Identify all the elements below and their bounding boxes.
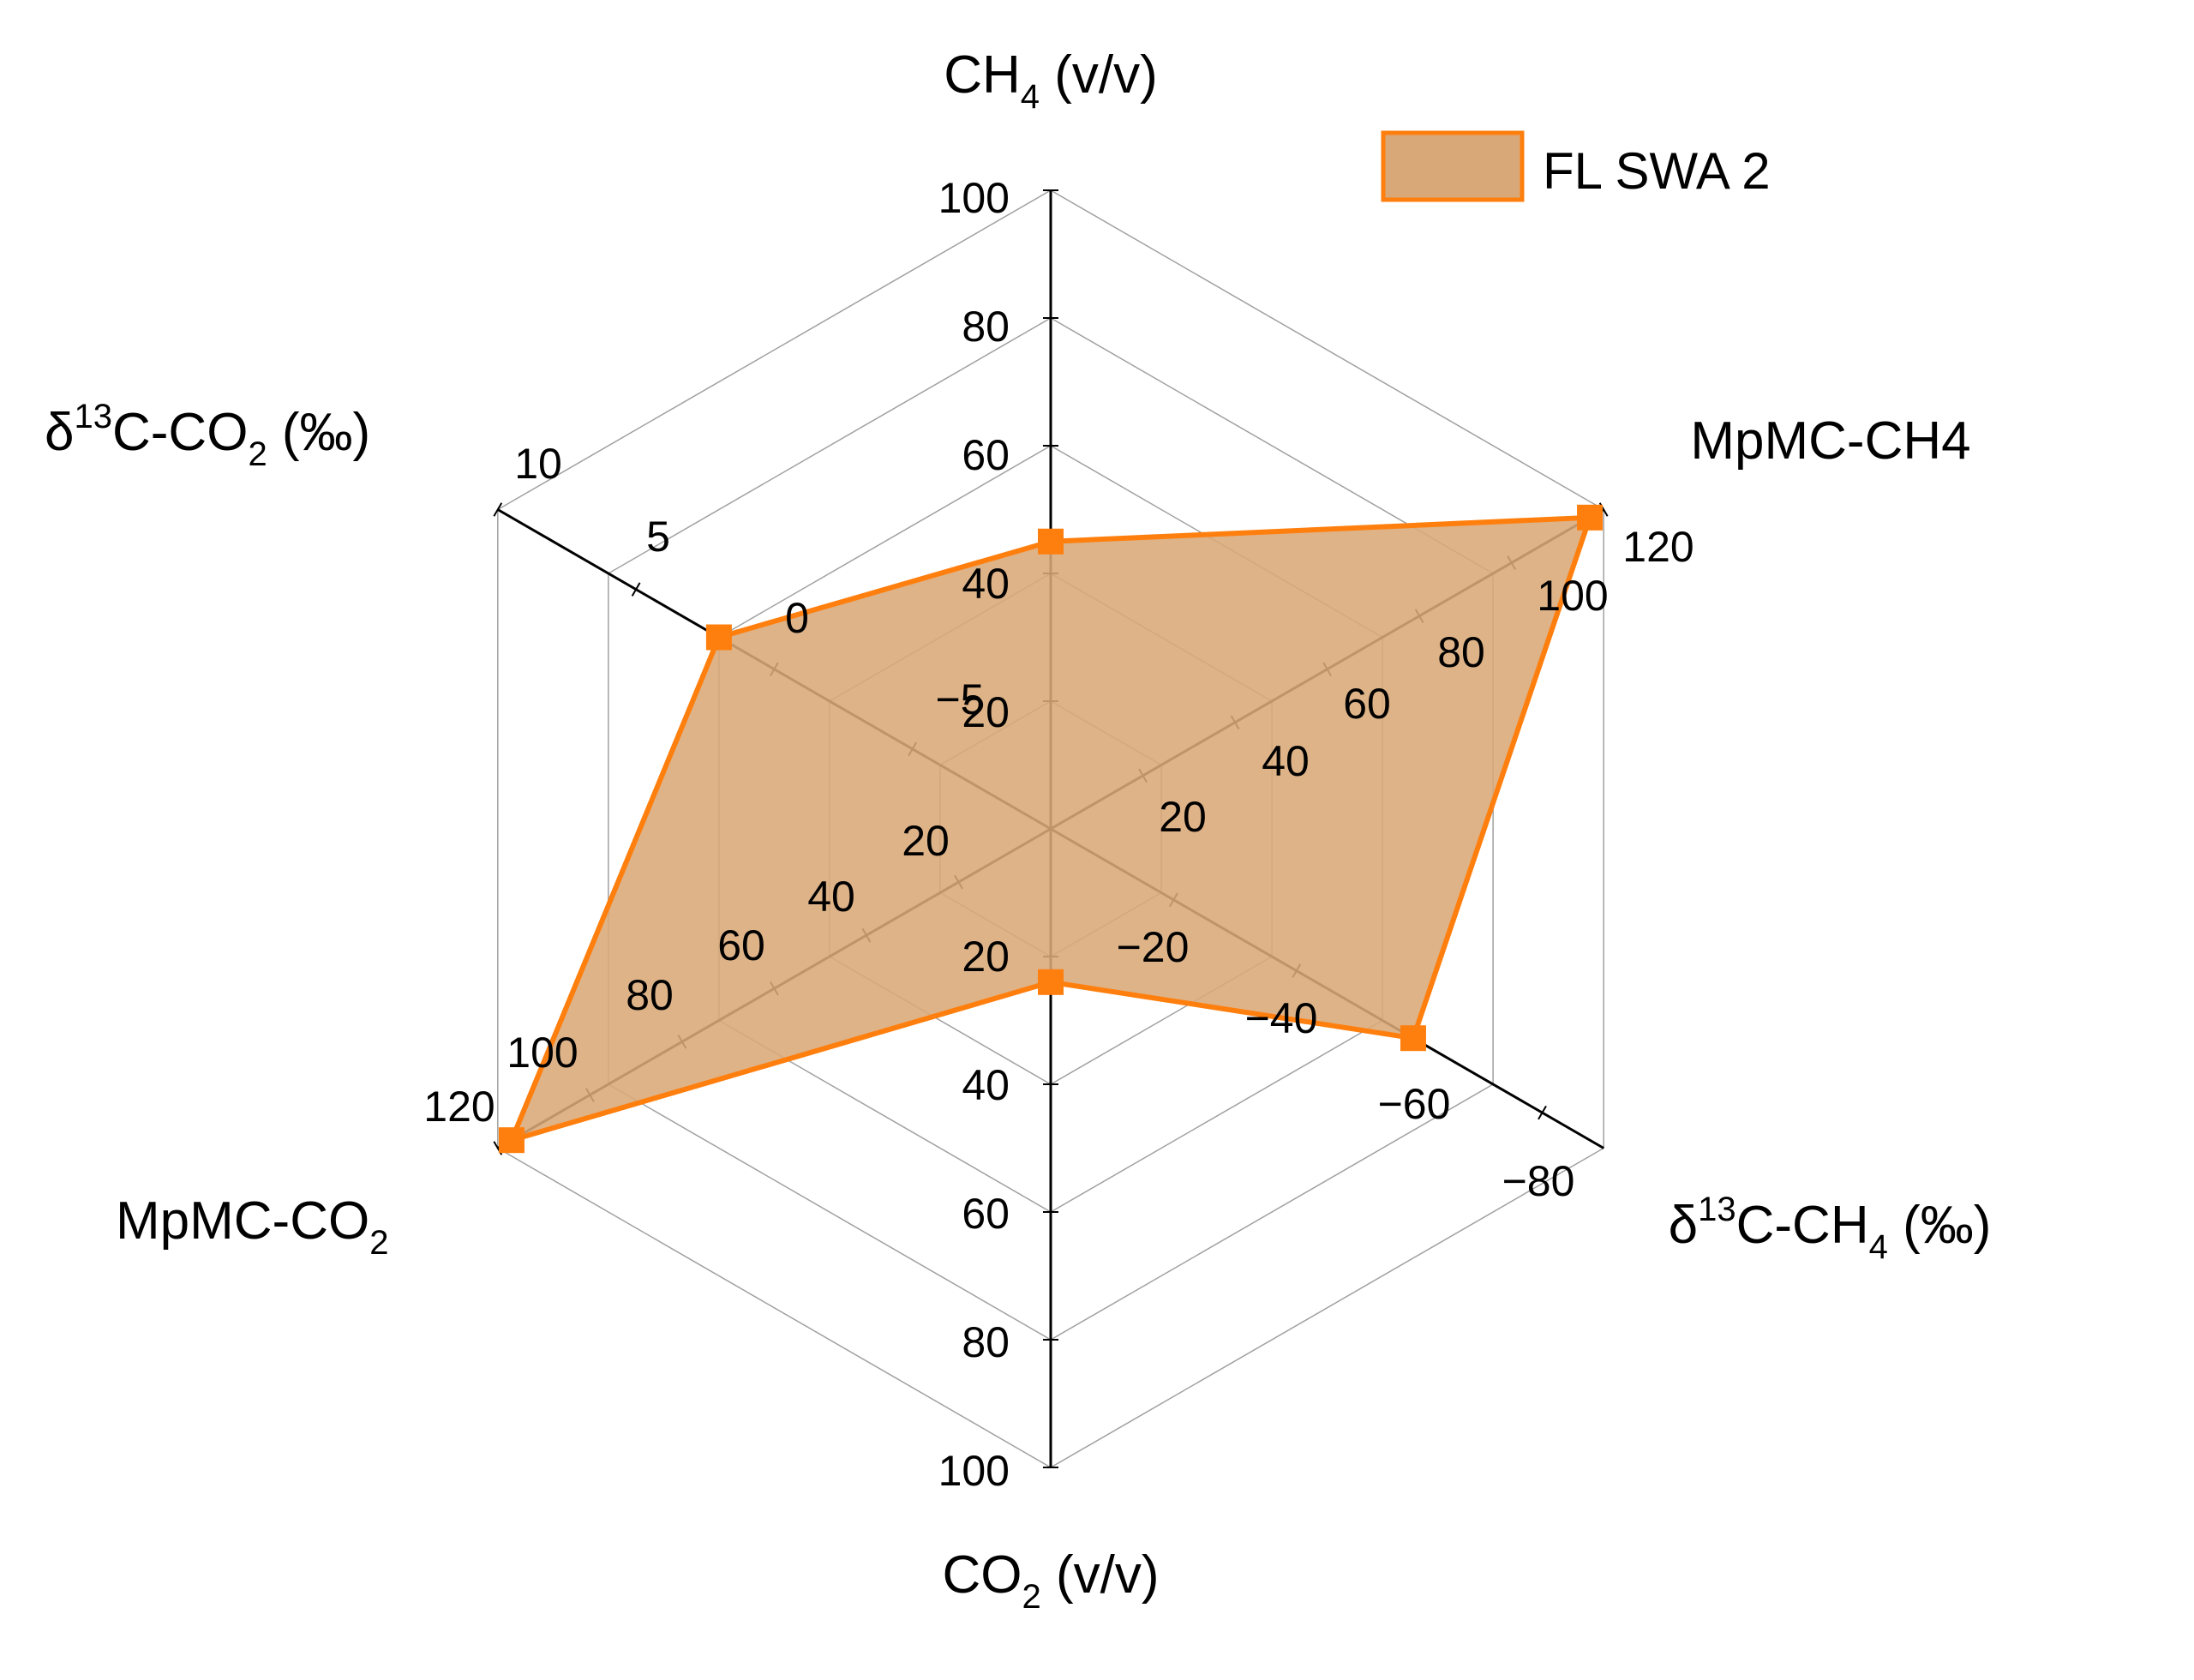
data-point-co2 [1038, 969, 1064, 995]
tick-label-d13c-co2: 5 [646, 513, 670, 561]
axis-title-co2: CO2 (v/v) [943, 1545, 1160, 1616]
tick-label-d13c-ch4: −60 [1378, 1080, 1451, 1128]
data-point-d13c-co2 [705, 624, 732, 651]
tick-label-layer: 2040608010020406080100120−20−40−60−80204… [423, 174, 1693, 1495]
tick-label-mpmc-ch4: 80 [1437, 628, 1485, 676]
tick-label-d13c-ch4: −20 [1117, 923, 1190, 971]
tick-label-mpmc-ch4: 60 [1343, 680, 1391, 728]
data-point-mpmc-co2 [498, 1127, 525, 1154]
axis-title-mpmc-ch4: MpMC-CH4 [1690, 411, 1970, 471]
tick-label-ch4: 80 [962, 303, 1010, 351]
tick-label-mpmc-co2: 100 [507, 1029, 578, 1077]
tick-label-d13c-co2: −5 [935, 675, 984, 723]
axis-title-d13c-ch4: δ13C-CH4 (‰) [1669, 1191, 1992, 1266]
tick-label-ch4: 60 [962, 431, 1010, 479]
tick-mark [631, 582, 641, 597]
tick-label-mpmc-co2: 120 [423, 1083, 495, 1131]
tick-label-d13c-co2: 0 [785, 594, 809, 642]
tick-label-d13c-ch4: −80 [1502, 1157, 1575, 1205]
legend-label: FL SWA 2 [1543, 142, 1771, 200]
axis-label-layer: CH4 (v/v) MpMC-CH4 δ13C-CH4 (‰) CO2 (v/v) Mp… [45, 45, 1991, 1616]
axis-title-mpmc-co2: MpMC-CO2 [116, 1191, 388, 1262]
tick-label-co2: 60 [962, 1190, 1010, 1238]
tick-label-mpmc-co2: 60 [717, 921, 765, 969]
tick-label-mpmc-ch4: 40 [1262, 737, 1310, 785]
tick-label-co2: 20 [962, 933, 1010, 981]
tick-label-co2: 40 [962, 1061, 1010, 1109]
legend: FL SWA 2 [1381, 130, 1771, 202]
tick-label-mpmc-ch4: 100 [1537, 572, 1608, 620]
legend-swatch [1381, 130, 1525, 202]
tick-label-mpmc-co2: 40 [807, 873, 855, 921]
tick-label-mpmc-ch4: 20 [1159, 793, 1207, 841]
tick-mark [493, 502, 503, 517]
series-layer [498, 504, 1604, 1154]
data-point-mpmc-ch4 [1577, 504, 1604, 531]
tick-label-mpmc-co2: 20 [902, 817, 950, 865]
tick-label-ch4: 20 [962, 688, 1010, 736]
tick-label-co2: 100 [938, 1447, 1010, 1495]
tick-label-ch4: 100 [938, 174, 1010, 222]
tick-label-mpmc-ch4: 120 [1622, 523, 1693, 571]
axis-title-d13c-co2: δ13C-CO2 (‰) [45, 398, 370, 473]
data-point-d13c-ch4 [1400, 1025, 1426, 1052]
tick-label-d13c-ch4: −40 [1245, 994, 1318, 1042]
data-point-ch4 [1038, 528, 1064, 555]
axis-title-ch4: CH4 (v/v) [944, 45, 1158, 116]
tick-label-ch4: 40 [962, 560, 1010, 608]
tick-mark [1538, 1105, 1547, 1120]
tick-label-co2: 80 [962, 1318, 1010, 1366]
tick-label-d13c-co2: 10 [514, 440, 562, 488]
tick-label-mpmc-co2: 80 [626, 971, 674, 1019]
